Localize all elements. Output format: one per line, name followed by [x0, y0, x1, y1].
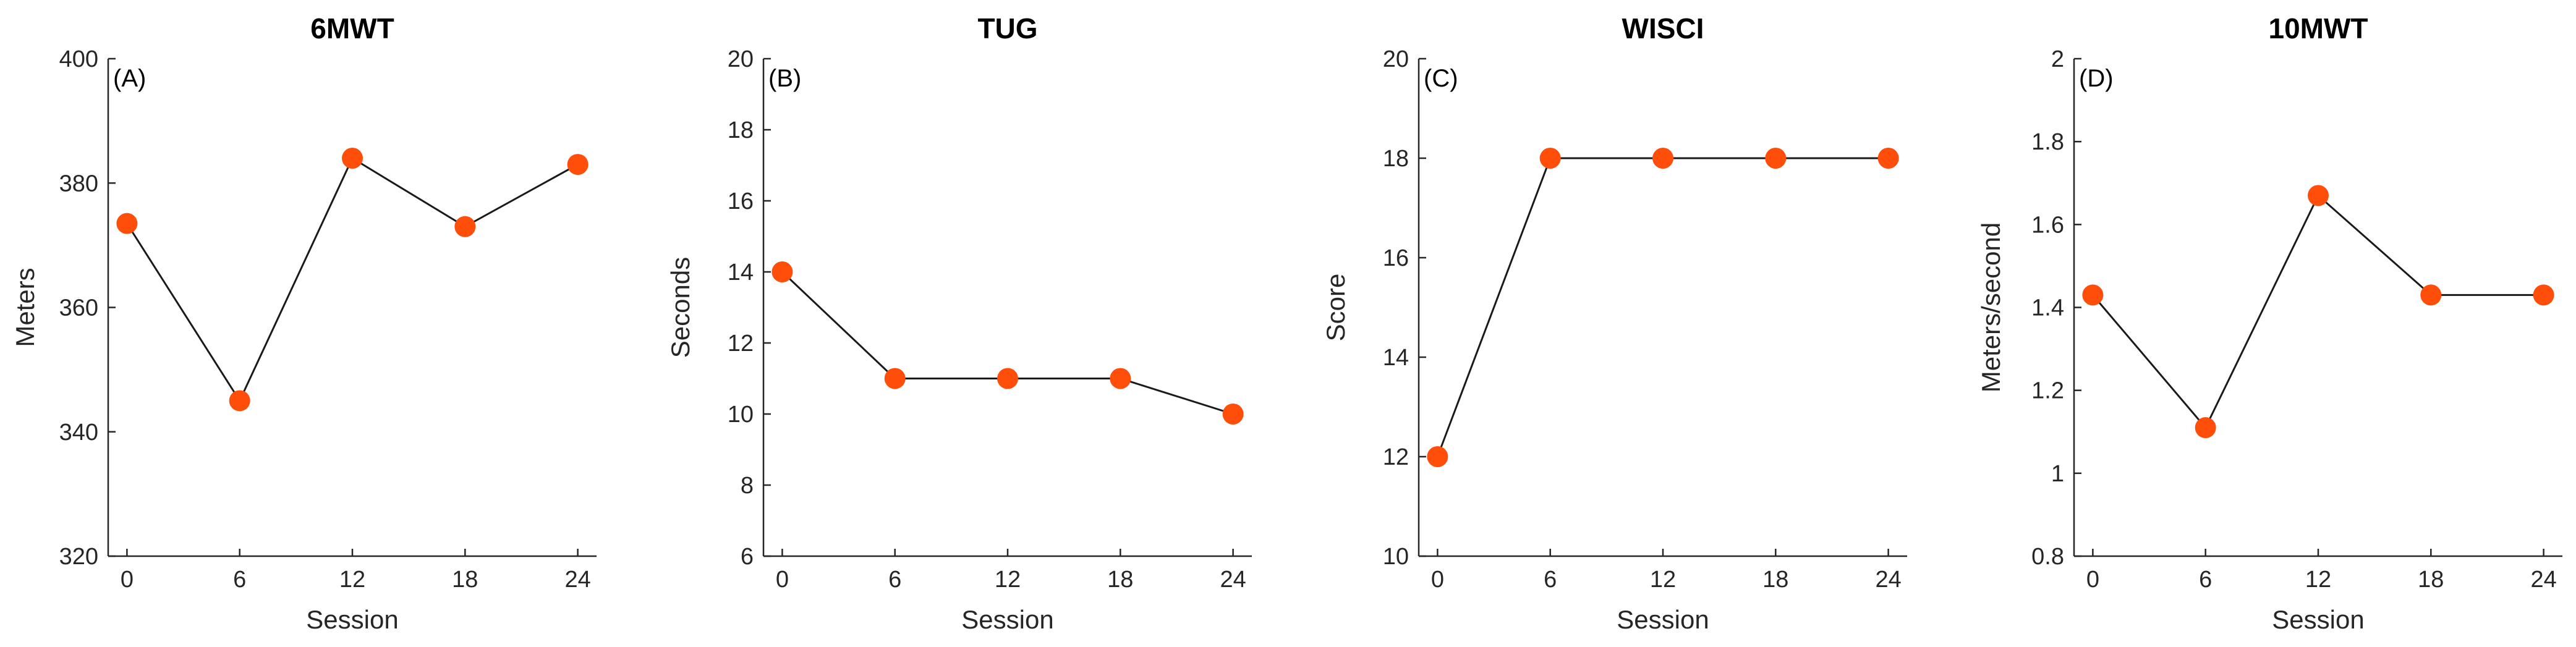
y-axis-label: Meters [11, 268, 40, 347]
data-point [2195, 417, 2216, 439]
x-tick-label: 24 [564, 567, 590, 593]
panel-label: (D) [2079, 65, 2114, 92]
data-point [1539, 148, 1561, 169]
y-tick-label: 1 [2051, 461, 2064, 487]
y-tick-label: 10 [728, 402, 754, 428]
data-point [1652, 148, 1673, 169]
x-tick-label: 12 [1650, 567, 1676, 593]
data-point [229, 390, 250, 412]
data-point [116, 213, 138, 234]
x-tick-label: 18 [1107, 567, 1133, 593]
y-tick-label: 1.4 [2031, 295, 2064, 321]
y-axis-label: Meters/second [1976, 222, 2005, 392]
data-point [1765, 148, 1787, 169]
y-tick-label: 16 [728, 188, 754, 214]
y-tick-label: 12 [728, 331, 754, 357]
x-tick-label: 0 [776, 567, 789, 593]
chart-title: TUG [977, 12, 1037, 44]
y-axis-label: Seconds [666, 257, 695, 358]
y-tick-label: 360 [59, 295, 98, 321]
series-line [1436, 157, 1889, 457]
data-point [2420, 284, 2442, 306]
x-axis-label: Session [1617, 605, 1709, 634]
x-axis-label: Session [961, 605, 1053, 634]
y-tick-label: 10 [1383, 544, 1409, 570]
x-tick-label: 18 [2418, 567, 2444, 593]
y-tick-label: 16 [1383, 245, 1409, 271]
y-tick-label: 320 [59, 544, 98, 570]
y-tick-label: 8 [741, 473, 754, 499]
x-tick-label: 6 [1544, 567, 1557, 593]
y-tick-label: 380 [59, 171, 98, 197]
chart-panel-3: 10 12 14 16 18 20 0 6 12 18 24 WISCI (C) Session Score [1321, 12, 1907, 634]
data-point [1877, 148, 1899, 169]
data-point [2082, 284, 2104, 306]
x-tick-label: 6 [888, 567, 901, 593]
data-point [2308, 185, 2329, 206]
chart-panel-1: 320 340 360 380 400 0 6 12 18 24 6MWT (A) Session Met… [11, 12, 597, 634]
y-tick-label: 0.8 [2031, 544, 2064, 570]
data-point [2533, 284, 2554, 306]
chart-title: 6MWT [310, 12, 394, 44]
y-tick-label: 1.2 [2031, 378, 2064, 404]
x-tick-label: 24 [1220, 567, 1246, 593]
y-tick-label: 400 [59, 46, 98, 72]
x-axis-label: Session [2272, 605, 2364, 634]
series-line [781, 271, 1234, 415]
panel-label: (A) [113, 65, 146, 92]
data-point [884, 368, 906, 389]
y-tick-label: 340 [59, 420, 98, 446]
y-tick-label: 12 [1383, 444, 1409, 470]
x-tick-label: 0 [1431, 567, 1444, 593]
series-line [126, 156, 579, 403]
series-line [2092, 193, 2544, 429]
y-axis-label: Score [1321, 274, 1350, 342]
x-tick-label: 0 [121, 567, 134, 593]
x-tick-label: 6 [2199, 567, 2212, 593]
data-point [997, 368, 1018, 389]
x-axis-label: Session [306, 605, 398, 634]
y-tick-label: 1.6 [2031, 212, 2064, 238]
chart-title: WISCI [1622, 12, 1704, 44]
y-tick-label: 14 [1383, 345, 1409, 371]
x-tick-label: 0 [2086, 567, 2099, 593]
y-tick-label: 18 [728, 117, 754, 143]
data-point [1427, 446, 1448, 467]
x-tick-label: 12 [995, 567, 1021, 593]
y-tick-label: 20 [728, 46, 754, 72]
y-tick-label: 2 [2051, 46, 2064, 72]
y-tick-label: 1.8 [2031, 129, 2064, 155]
x-tick-label: 24 [2530, 567, 2556, 593]
chart-title: 10MWT [2269, 12, 2368, 44]
y-tick-label: 14 [728, 260, 754, 285]
data-point [772, 261, 793, 282]
panel-label: (C) [1424, 65, 1458, 92]
x-tick-label: 24 [1875, 567, 1901, 593]
chart-panel-4: 0.8 1 1.2 1.4 1.6 1.8 2 0 6 12 18 24 10MWT (D) Session… [1976, 12, 2562, 634]
y-tick-label: 6 [741, 544, 754, 570]
data-point [1222, 404, 1244, 425]
data-point [342, 148, 363, 169]
x-tick-label: 12 [2305, 567, 2331, 593]
x-tick-label: 12 [339, 567, 365, 593]
x-tick-label: 18 [452, 567, 478, 593]
data-point [567, 154, 589, 175]
data-point [454, 216, 476, 237]
y-tick-label: 20 [1383, 46, 1409, 72]
x-tick-label: 18 [1762, 567, 1788, 593]
data-point [1110, 368, 1131, 389]
y-tick-label: 18 [1383, 146, 1409, 172]
panel-label: (B) [768, 65, 801, 92]
x-tick-label: 6 [233, 567, 246, 593]
